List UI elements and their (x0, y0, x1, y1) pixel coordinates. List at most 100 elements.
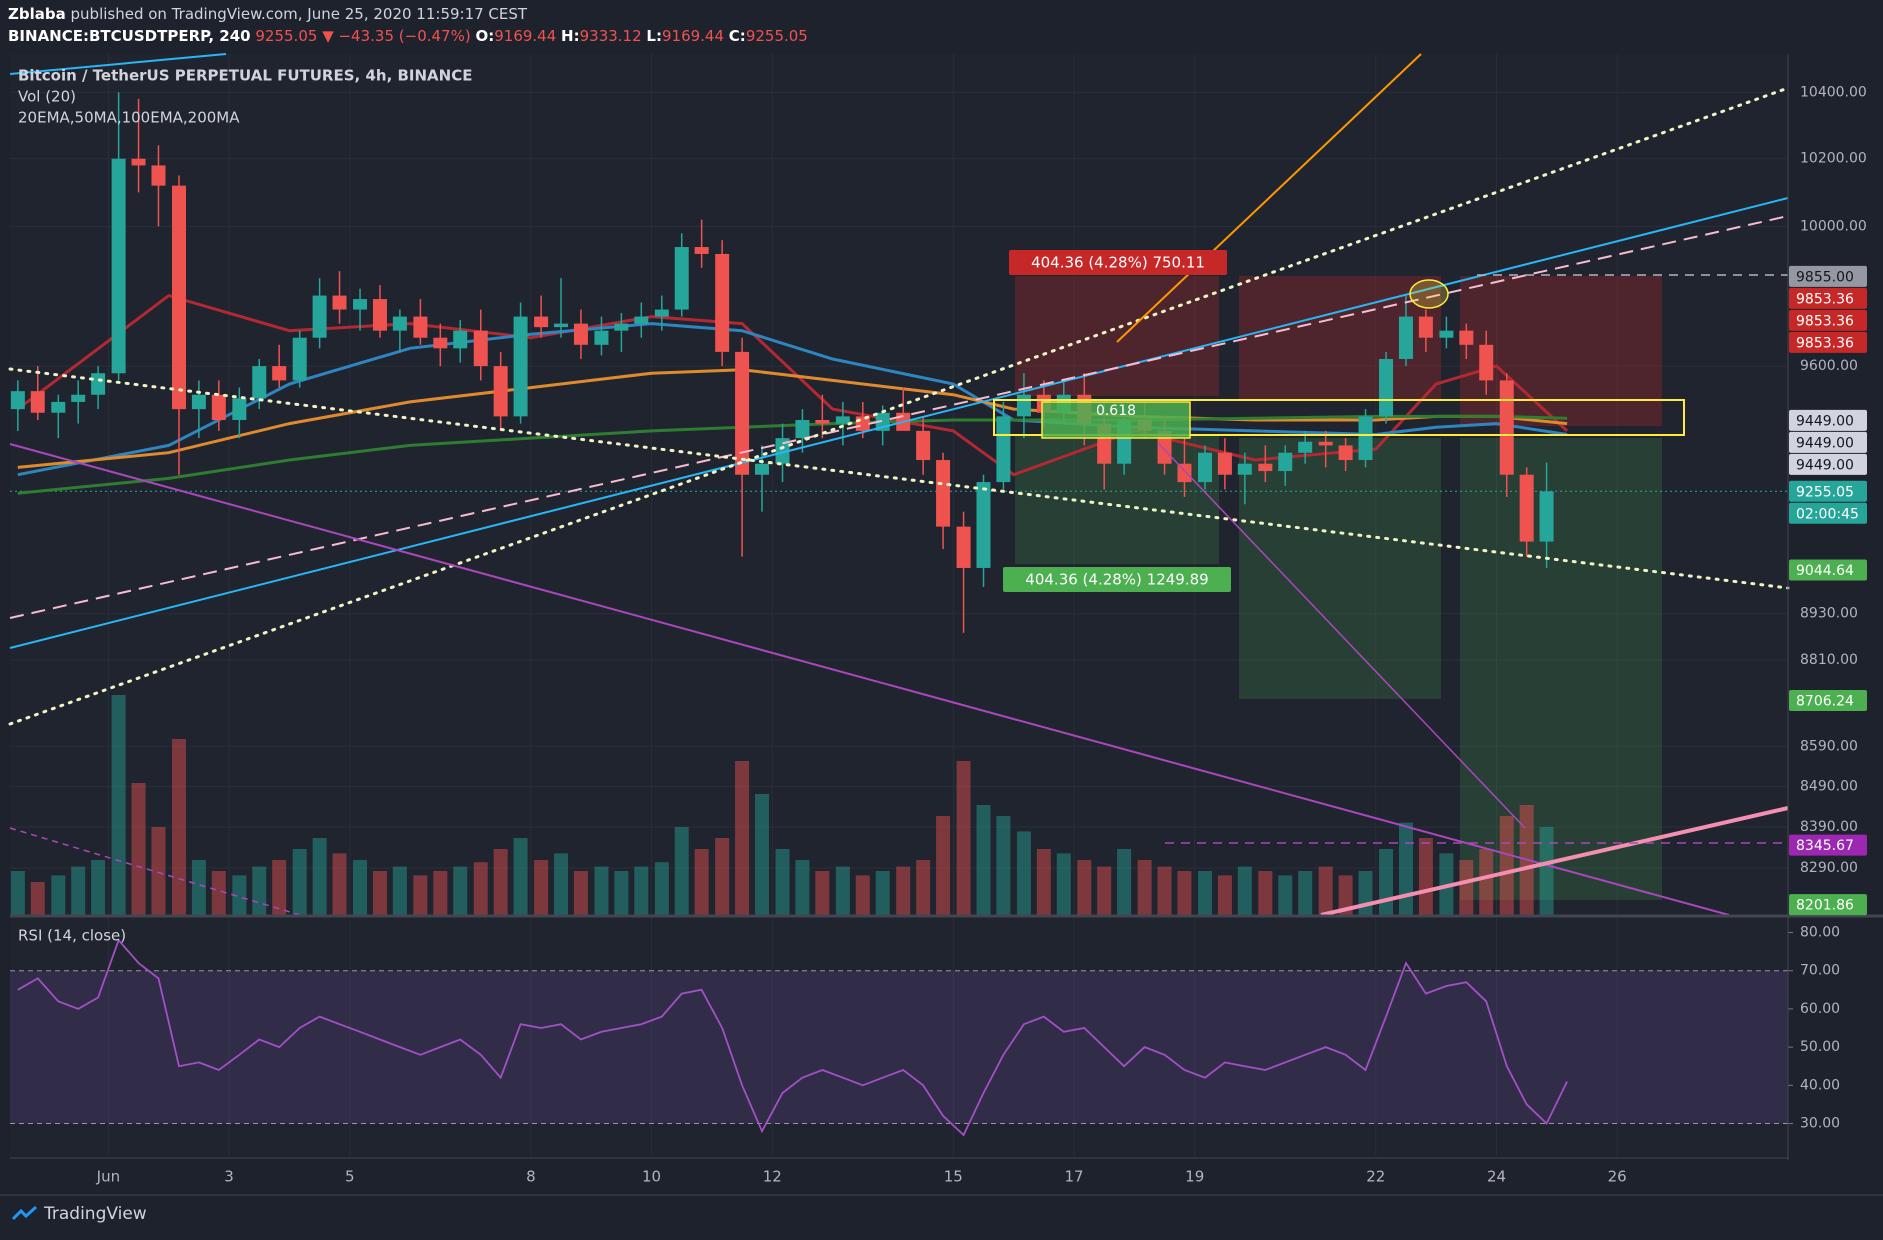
candle-body (1217, 452, 1232, 475)
candle-body (775, 438, 790, 464)
volume-bar (554, 853, 569, 915)
volume-bar (51, 875, 66, 915)
x-tick-label: 5 (345, 1168, 355, 1186)
rsi-tick-label: 70.00 (1800, 963, 1840, 979)
candle-body (594, 330, 609, 345)
fib-box (1041, 401, 1191, 439)
chart-title: Bitcoin / TetherUS PERPETUAL FUTURES, 4h… (18, 67, 472, 85)
y-tick-label: 10200.00 (1800, 151, 1867, 167)
candle-body (1479, 344, 1494, 381)
x-tick-label: 12 (763, 1168, 782, 1186)
volume-bar (292, 849, 307, 915)
volume-bar (1237, 866, 1252, 915)
volume-bar (1539, 827, 1554, 915)
price-label: 8201.86 (1796, 898, 1854, 914)
candle-body (312, 295, 327, 338)
candle-body (976, 482, 991, 568)
annotation-box (1003, 567, 1231, 592)
volume-bar (1177, 871, 1192, 915)
volume-bar (795, 860, 810, 915)
price-label-box (1789, 559, 1867, 581)
candle-body (614, 323, 629, 331)
position-tools (1015, 276, 1662, 900)
price-label: 9449.00 (1796, 435, 1854, 451)
candle-body (1237, 463, 1252, 475)
candle-body (654, 309, 669, 317)
price-label-box (1789, 309, 1867, 331)
price-label-box (1789, 834, 1867, 856)
y-tick-label: 8810.00 (1800, 652, 1858, 668)
ohlc-key: C: (728, 27, 746, 45)
volume-bar (875, 871, 890, 915)
x-tick-label: 17 (1064, 1168, 1083, 1186)
volume-bar (1258, 871, 1273, 915)
volume-bar (151, 827, 166, 915)
volume-bar (1036, 849, 1051, 915)
candle-body (1197, 452, 1212, 483)
rsi-band-fill (10, 970, 1788, 1124)
fib-label: 0.618 (1096, 403, 1136, 419)
candle-body (392, 316, 407, 331)
ma-label: 20EMA,50MA,100EMA,200MA (18, 109, 240, 127)
volume-bar (1157, 866, 1172, 915)
candle-body (674, 247, 689, 310)
candle-body (1157, 430, 1172, 464)
candle-body (51, 401, 66, 413)
volume-bar (996, 816, 1011, 915)
candle-body (191, 394, 206, 410)
y-tick-label: 8490.00 (1800, 778, 1858, 794)
volume-bar (1137, 860, 1152, 915)
volume-bar (976, 805, 991, 915)
short-zone (1015, 276, 1219, 396)
y-tick-label: 9600.00 (1800, 358, 1858, 374)
candle-body (735, 351, 750, 475)
candle-body (694, 247, 709, 254)
candle-body (634, 316, 649, 324)
candle-body (815, 419, 830, 424)
candle-body (1358, 416, 1373, 461)
candle-body (1499, 380, 1514, 475)
x-tick-label: 24 (1487, 1168, 1506, 1186)
volume-bar (614, 871, 629, 915)
symbol: BINANCE:BTCUSDTPERP, 240 (8, 27, 251, 45)
volume-bar (754, 794, 769, 915)
x-tick-label: 22 (1366, 1168, 1385, 1186)
rsi-tick-label: 60.00 (1800, 1001, 1840, 1017)
price-label: 9855.00 (1796, 269, 1854, 285)
change: ▼ −43.35 (−0.47%) (322, 27, 471, 45)
candle-body (715, 253, 730, 352)
candle-body (413, 316, 428, 338)
candle-body (1439, 330, 1454, 338)
header: Zblaba published on TradingView.com, Jun… (8, 3, 808, 47)
candle-body (232, 398, 247, 420)
publish-info: published on TradingView.com, June 25, 2… (70, 5, 528, 23)
trend-line (8, 367, 1790, 590)
candle-body (71, 394, 86, 402)
rsi-tick-label: 30.00 (1800, 1116, 1840, 1132)
candle-body (353, 299, 368, 310)
y-tick-label: 10400.00 (1800, 84, 1867, 100)
candle-body (573, 323, 588, 345)
moving-average (17, 322, 1568, 477)
candle-body (433, 337, 448, 349)
price-label-box (1789, 331, 1867, 353)
volume-bar (735, 761, 750, 915)
candle-body (1519, 474, 1534, 542)
candle-body (10, 391, 25, 410)
volume-bar (413, 875, 428, 915)
candle-body (292, 337, 307, 381)
arrow-line (1158, 443, 1526, 829)
x-tick-label: 8 (526, 1168, 536, 1186)
volume-bar (1479, 849, 1494, 915)
volume-bar (493, 849, 508, 915)
candle-body (996, 416, 1011, 483)
long-zone (1460, 438, 1662, 900)
candle-body (835, 416, 850, 424)
x-tick-label: 3 (224, 1168, 234, 1186)
y-tick-label: 8590.00 (1800, 738, 1858, 754)
candle-body (936, 460, 951, 527)
volume-bar (10, 871, 25, 915)
volume-bar (855, 875, 870, 915)
volume-bar (1499, 816, 1514, 915)
volume-bar (1338, 875, 1353, 915)
